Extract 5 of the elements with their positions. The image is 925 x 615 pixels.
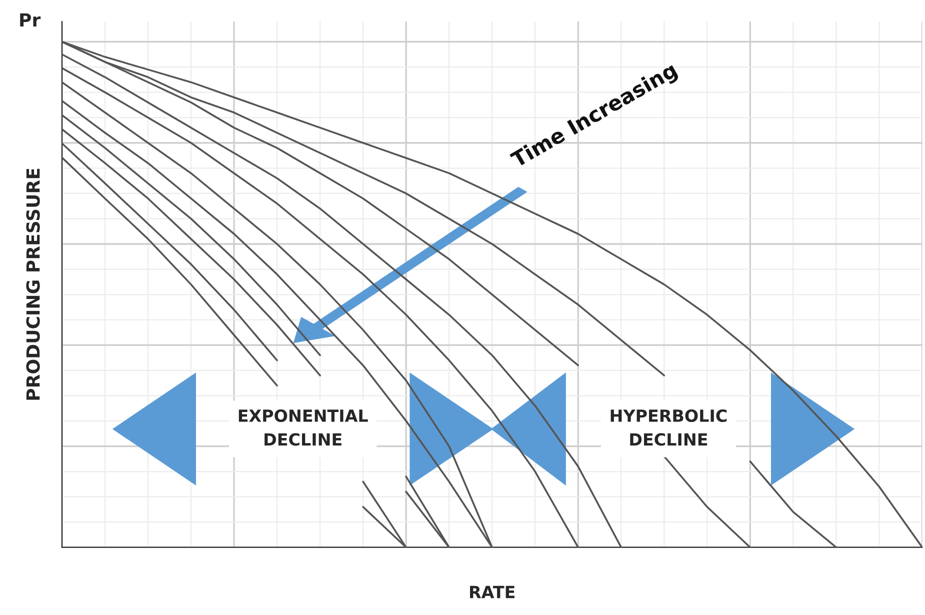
text: Pr (20, 13, 41, 27)
x-axis-title: RATE (470, 586, 514, 598)
y-axis-title: PRODUCING PRESSURE (26, 168, 40, 400)
annotation: HYPERBOLIC DECLINE (610, 409, 727, 446)
annotation: EXPONENTIAL DECLINE (238, 409, 368, 446)
